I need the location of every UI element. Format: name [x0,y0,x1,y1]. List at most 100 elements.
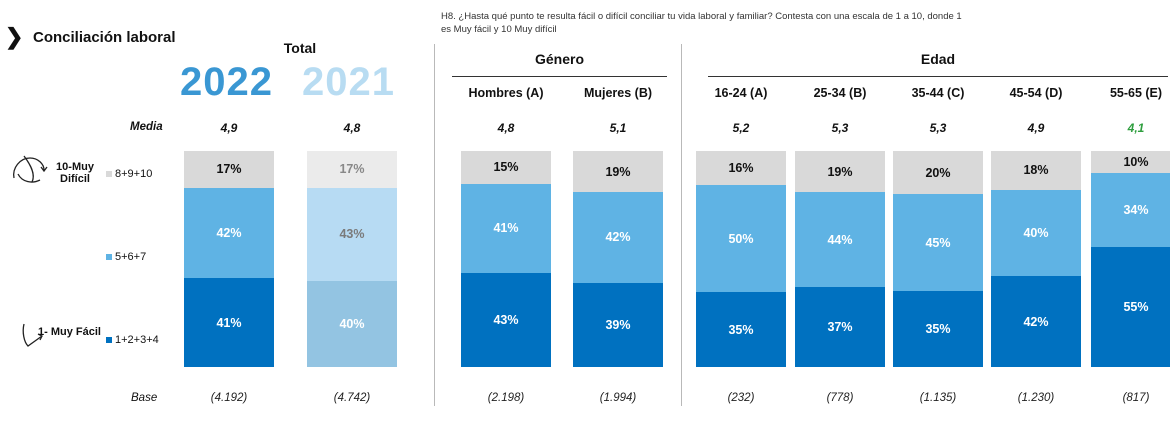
stacked-bar: 37% 44% 19% [795,151,885,367]
mean-value: 5,2 [732,121,750,135]
mean-value: 4,9 [1027,121,1045,135]
stacked-bar: 41% 42% 17% [184,151,274,367]
mean-value: 4,8 [343,121,361,135]
group-total-title: Total [283,40,317,56]
column-header: 35-44 (C) [911,86,965,100]
bar-segment-5-6-7: 40% [991,189,1081,277]
bar-segment-8-9-10: 15% [461,151,551,184]
bar-data-label: 40% [1023,226,1049,241]
bar-data-label: 42% [605,230,631,245]
stacked-bar: 43% 41% 15% [461,151,551,367]
base-value: (1.135) [919,392,957,404]
base-value: (1.994) [599,392,637,404]
bar-data-label: 43% [339,227,365,242]
bar-segment-5-6-7: 34% [1091,172,1170,247]
cycle-arrows-icon [13,155,48,183]
question-text: H8. ¿Hasta qué punto te resulta fácil o … [441,11,962,35]
mean-value: 4,9 [220,121,238,135]
base-value: (2.198) [487,392,525,404]
bar-data-label: 35% [925,322,951,337]
bar-segment-1-2-3-4: 37% [795,287,885,367]
legend-label: 1+2+3+4 [115,334,159,346]
base-value: (817) [1122,392,1150,404]
legend-swatch [106,254,112,261]
bar-data-label: 45% [925,235,951,250]
bar-segment-5-6-7: 42% [573,192,663,283]
bar-segment-8-9-10: 10% [1091,151,1170,173]
bar-segment-1-2-3-4: 39% [573,282,663,367]
gender-underline [452,76,667,77]
bar-segment-1-2-3-4: 43% [461,273,551,367]
scale-top-label: 10-Muy Difícil [56,161,94,185]
bar-data-label: 55% [1123,300,1149,314]
bar-segment-1-2-3-4: 35% [893,291,983,367]
bar-data-label: 17% [216,162,242,177]
scale-bottom-label: 1- Muy Fácil [38,326,101,338]
bar-data-label: 50% [728,231,754,246]
bar-data-label: 19% [605,164,631,179]
stacked-bar: 35% 45% 20% [893,151,983,367]
base-value: (4.192) [210,392,248,404]
mean-value: 4,1 [1127,121,1145,135]
legend-swatch [106,337,112,344]
bar-segment-5-6-7: 50% [696,185,786,293]
year-2022: 2022 [180,60,273,104]
bar-data-label: 37% [827,320,853,335]
column-header: Mujeres (B) [583,86,653,100]
legend-swatch [106,171,112,178]
bar-segment-5-6-7: 44% [795,192,885,288]
bar-data-label: 15% [493,160,519,175]
stacked-bar: 55% 34% 10% [1091,151,1170,367]
bar-data-label: 42% [216,226,242,241]
bar-data-label: 20% [925,165,951,180]
mean-value: 4,8 [497,121,515,135]
bar-data-label: 34% [1123,202,1149,217]
divider-gender-age [681,44,682,406]
bar-segment-1-2-3-4: 35% [696,292,786,367]
bracket-arrow-icon [22,323,43,347]
bar-data-label: 19% [827,164,853,179]
divider-total-gender [434,44,435,406]
column-header: 16-24 (A) [714,86,768,100]
bar-data-label: 18% [1023,163,1049,178]
column-header: 45-54 (D) [1009,86,1063,100]
bar-segment-1-2-3-4: 40% [307,280,397,367]
bar-data-label: 35% [728,322,754,337]
mean-value: 5,3 [929,121,947,135]
stacked-bar: 42% 40% 18% [991,151,1081,367]
base-row-label: Base [131,392,158,404]
stacked-bar: 39% 42% 19% [573,151,663,367]
bar-data-label: 40% [339,316,365,331]
age-underline [708,76,1168,77]
mean-row-label: Media [130,121,163,133]
page-title: Conciliación laboral [33,29,176,46]
stacked-bar: 35% 50% 16% [696,151,786,367]
bar-segment-5-6-7: 42% [184,187,274,279]
legend-item-1-2-3-4: 1+2+3+4 [106,334,159,346]
bar-segment-1-2-3-4: 42% [991,276,1081,367]
base-value: (778) [826,392,854,404]
column-header: 55-65 (E) [1109,86,1163,100]
legend-label: 5+6+7 [115,251,147,263]
bar-segment-5-6-7: 45% [893,194,983,292]
bar-segment-8-9-10: 20% [893,151,983,195]
group-age-title: Edad [920,51,956,67]
base-value: (1.230) [1017,392,1055,404]
bar-segment-8-9-10: 17% [184,151,274,188]
stacked-bar: 40% 43% 17% [307,151,397,367]
base-value: (4.742) [333,392,371,404]
legend-label: 8+9+10 [115,168,153,180]
bar-data-label: 43% [493,313,519,328]
bar-data-label: 10% [1123,154,1149,169]
bar-segment-5-6-7: 43% [307,187,397,281]
group-gender-title: Género [534,51,584,67]
bar-segment-8-9-10: 19% [795,151,885,193]
bar-segment-1-2-3-4: 41% [184,278,274,367]
mean-value: 5,3 [831,121,849,135]
legend-item-8-9-10: 8+9+10 [106,168,152,180]
bar-segment-8-9-10: 19% [573,151,663,193]
bar-segment-8-9-10: 18% [991,151,1081,190]
bar-segment-1-2-3-4: 55% [1091,247,1170,367]
column-header: 25-34 (B) [813,86,867,100]
